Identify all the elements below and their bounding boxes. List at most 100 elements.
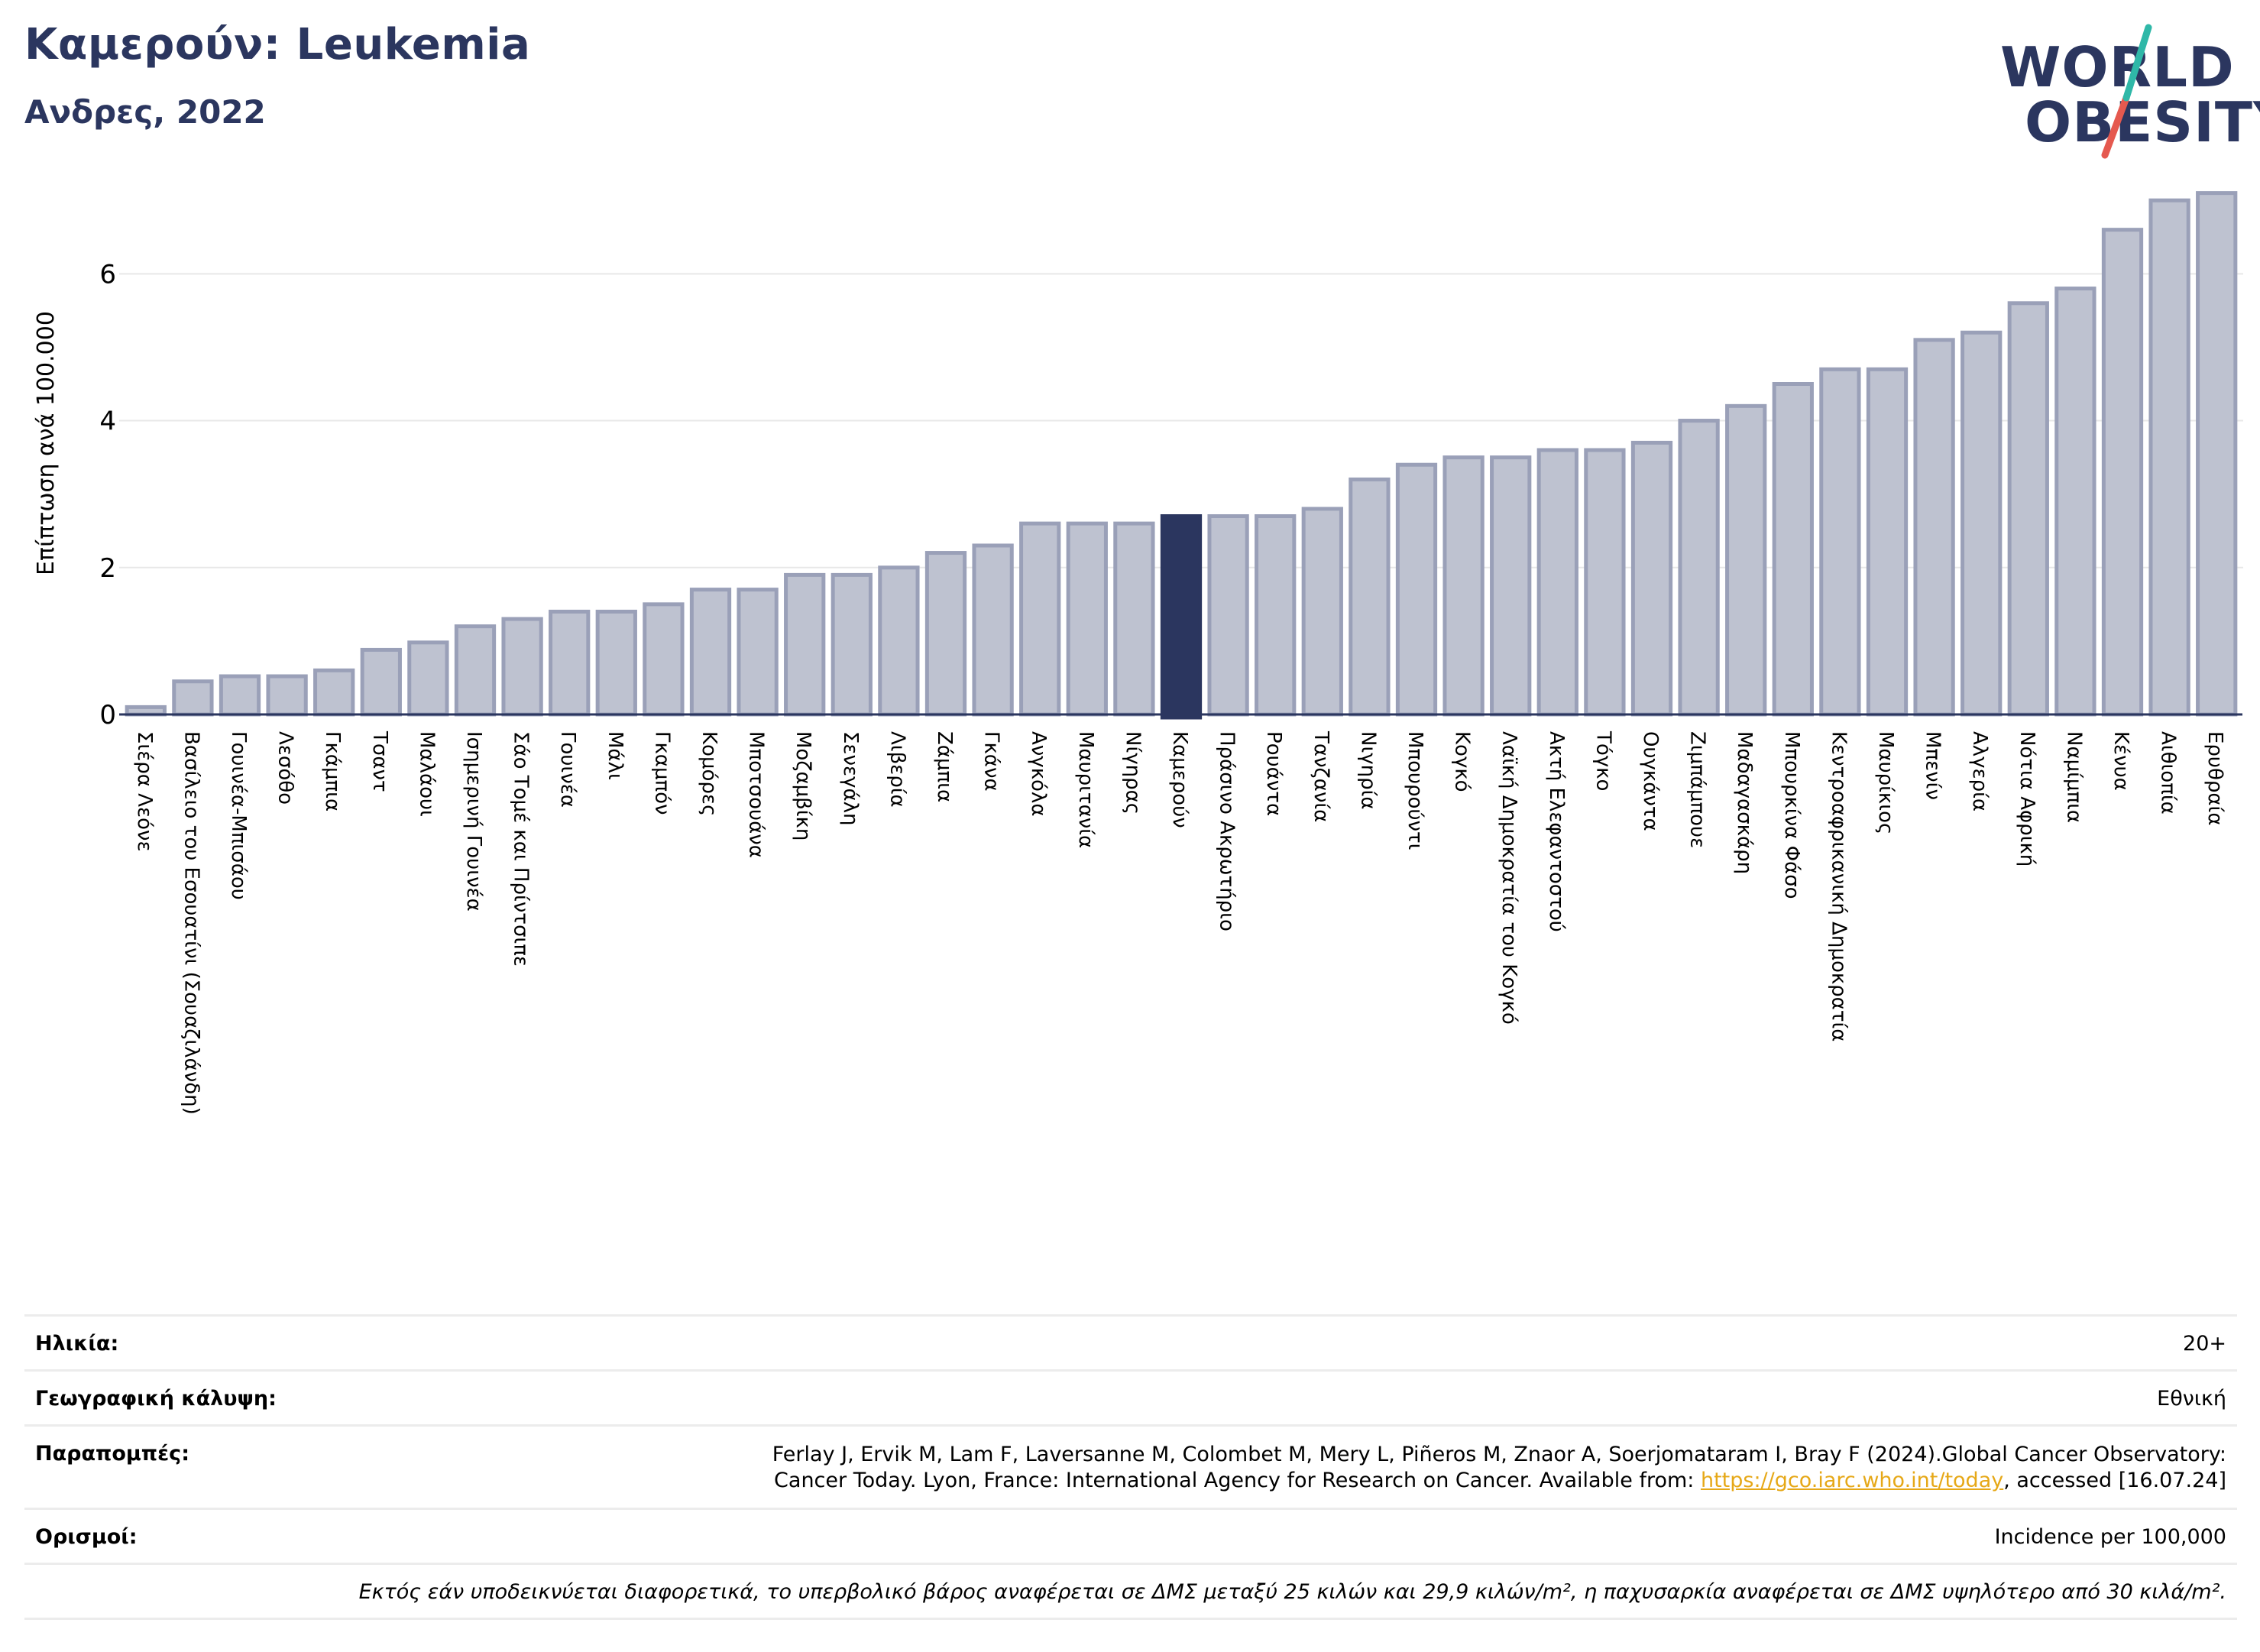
- bar-20: [1019, 521, 1061, 717]
- x-tick-label: Κένυα: [2109, 731, 2132, 791]
- references-line-2: Cancer Today. Lyon, France: Internationa…: [774, 1469, 1701, 1492]
- x-tick-label: Μαυρίκιος: [1874, 731, 1897, 834]
- info-row-age: Ηλικία: 20+: [24, 1314, 2237, 1369]
- x-tick-label: Πράσινο Ακρωτήριο: [1216, 731, 1238, 931]
- bar-3: [219, 674, 261, 717]
- x-tick-label: Σενεγάλη: [839, 731, 862, 825]
- bar-38: [1866, 367, 1909, 717]
- age-value: 20+: [2183, 1332, 2226, 1356]
- bar-16: [831, 572, 873, 717]
- bar-10: [549, 609, 591, 717]
- bars: [125, 191, 2238, 720]
- y-tick-label: 0: [99, 700, 116, 730]
- x-tick-label: Νότια Αφρική: [2016, 731, 2038, 866]
- references-text: Ferlay J, Ervik M, Lam F, Laversanne M, …: [772, 1442, 2226, 1494]
- bar-13: [689, 588, 732, 717]
- bar-5: [313, 668, 355, 717]
- x-tick-label: Τσαντ: [368, 730, 391, 792]
- x-tick-label: Ακτή Ελεφαντοστού: [1545, 731, 1568, 932]
- bar-14: [737, 588, 779, 717]
- age-label: Ηλικία:: [35, 1332, 119, 1356]
- bar-28: [1395, 462, 1438, 717]
- bar-19: [972, 543, 1014, 717]
- bar-24: [1207, 514, 1249, 717]
- x-tick-label: Σάο Τομέ και Πρίντσιπε: [510, 731, 533, 967]
- x-axis-labels: Σιέρα Λεόνε Βασίλειο του Εσουατίνι (Σουαζ…: [133, 730, 2226, 1115]
- logo-slash-icon: [2101, 24, 2152, 159]
- info-row-coverage: Γεωγραφική κάλυψη: Εθνική: [24, 1369, 2237, 1424]
- bar-2: [172, 679, 214, 717]
- info-row-references: Παραπομπές: Ferlay J, Ervik M, Lam F, La…: [24, 1424, 2237, 1508]
- x-tick-label: Γκάνα: [980, 731, 1003, 792]
- bar-7: [407, 640, 449, 717]
- x-tick-label: Καμερούν: [1168, 731, 1191, 828]
- x-tick-label: Μπουρούντι: [1404, 731, 1426, 850]
- y-tick-label: 2: [99, 553, 116, 584]
- bar-11: [595, 609, 637, 717]
- bar-32: [1584, 448, 1626, 717]
- x-tick-label: Ζάμπια: [933, 731, 956, 802]
- x-tick-label: Γκάμπια: [321, 731, 344, 811]
- x-tick-label: Λεσόθο: [274, 731, 297, 805]
- y-tick-label: 4: [99, 407, 116, 437]
- x-tick-label: Σιέρα Λεόνε: [133, 731, 156, 852]
- x-tick-label: Γκαμπόν: [650, 731, 673, 815]
- references-label: Παραπομπές:: [35, 1442, 189, 1466]
- bar-4: [266, 674, 308, 717]
- x-tick-label: Μοζαμβίκη: [792, 731, 814, 841]
- y-axis-label: Επίπτωση ανά 100.000: [33, 311, 60, 575]
- x-tick-label: Γουινέα-Μπισάου: [227, 731, 250, 900]
- footnote: Εκτός εάν υποδεικνύεται διαφορετικά, το …: [24, 1563, 2237, 1620]
- bar-34: [1678, 419, 1720, 717]
- x-tick-label: Κομόρες: [698, 731, 720, 816]
- bar-41: [2007, 301, 2049, 717]
- coverage-value: Εθνική: [2157, 1387, 2226, 1411]
- chart-subtitle: Ανδρες, 2022: [24, 93, 266, 131]
- bar-15: [784, 572, 826, 717]
- x-tick-label: Μποτσουάνα: [745, 731, 768, 858]
- bar-21: [1066, 521, 1108, 717]
- bar-25: [1255, 514, 1297, 717]
- references-accessed: , accessed [16.07.24]: [2003, 1469, 2226, 1492]
- x-tick-label: Μπενίν: [1922, 731, 1944, 800]
- definitions-value: Incidence per 100,000: [1994, 1525, 2226, 1549]
- x-tick-label: Ουγκάντα: [1639, 731, 1662, 831]
- x-tick-label: Νίγηρας: [1121, 731, 1144, 815]
- bar-43: [2101, 228, 2144, 717]
- x-tick-label: Ισημερινή Γουινέα: [462, 731, 485, 912]
- y-tick-label: 6: [99, 259, 116, 290]
- definitions-label: Ορισμοί:: [35, 1525, 138, 1549]
- world-obesity-logo: WORLD OBESITY: [1986, 21, 2260, 167]
- references-line-1: Ferlay J, Ervik M, Lam F, Laversanne M, …: [772, 1443, 2226, 1466]
- references-link[interactable]: https://gco.iarc.who.int/today: [1700, 1469, 2004, 1492]
- x-tick-label: Μαδαγασκάρη: [1733, 731, 1756, 874]
- x-tick-label: Τόγκο: [1591, 730, 1614, 791]
- x-tick-label: Ναμίμπια: [2062, 731, 2085, 823]
- bar-23: [1160, 514, 1203, 720]
- x-tick-label: Μπουρκίνα Φάσο: [1780, 731, 1803, 899]
- x-tick-label: Τανζανία: [1310, 730, 1332, 822]
- x-tick-label: Μαλάουι: [415, 731, 438, 817]
- bar-30: [1490, 455, 1532, 717]
- logo-word-obesity: OBESITY: [2025, 90, 2260, 154]
- bar-chart: 0 2 4 6 Επίπτωση ανά 100.000 Σιέρα Λεόνε Βασ…: [33, 191, 2243, 1115]
- bar-44: [2148, 198, 2190, 717]
- x-tick-label: Γουινέα: [556, 731, 579, 808]
- bar-42: [2054, 287, 2096, 717]
- bar-12: [643, 602, 685, 717]
- x-tick-label: Κεντροαφρικανική Δημοκρατία: [1827, 731, 1850, 1041]
- bar-26: [1301, 507, 1343, 717]
- x-tick-label: Αιθιοπία: [2157, 731, 2180, 815]
- x-tick-label: Ερυθραία: [2203, 731, 2226, 825]
- bar-29: [1442, 455, 1485, 717]
- x-tick-label: Μαυριτανία: [1074, 731, 1097, 848]
- bar-17: [878, 565, 920, 717]
- logo-word-world: WORLD: [2000, 35, 2235, 99]
- bar-33: [1630, 440, 1673, 717]
- bar-37: [1819, 367, 1861, 717]
- info-table: Ηλικία: 20+ Γεωγραφική κάλυψη: Εθνική Πα…: [24, 1314, 2237, 1620]
- chart-title: Καμερούν: Leukemia: [24, 20, 531, 70]
- bar-36: [1772, 382, 1814, 717]
- x-tick-label: Νιγηρία: [1356, 731, 1379, 810]
- bar-31: [1536, 448, 1578, 717]
